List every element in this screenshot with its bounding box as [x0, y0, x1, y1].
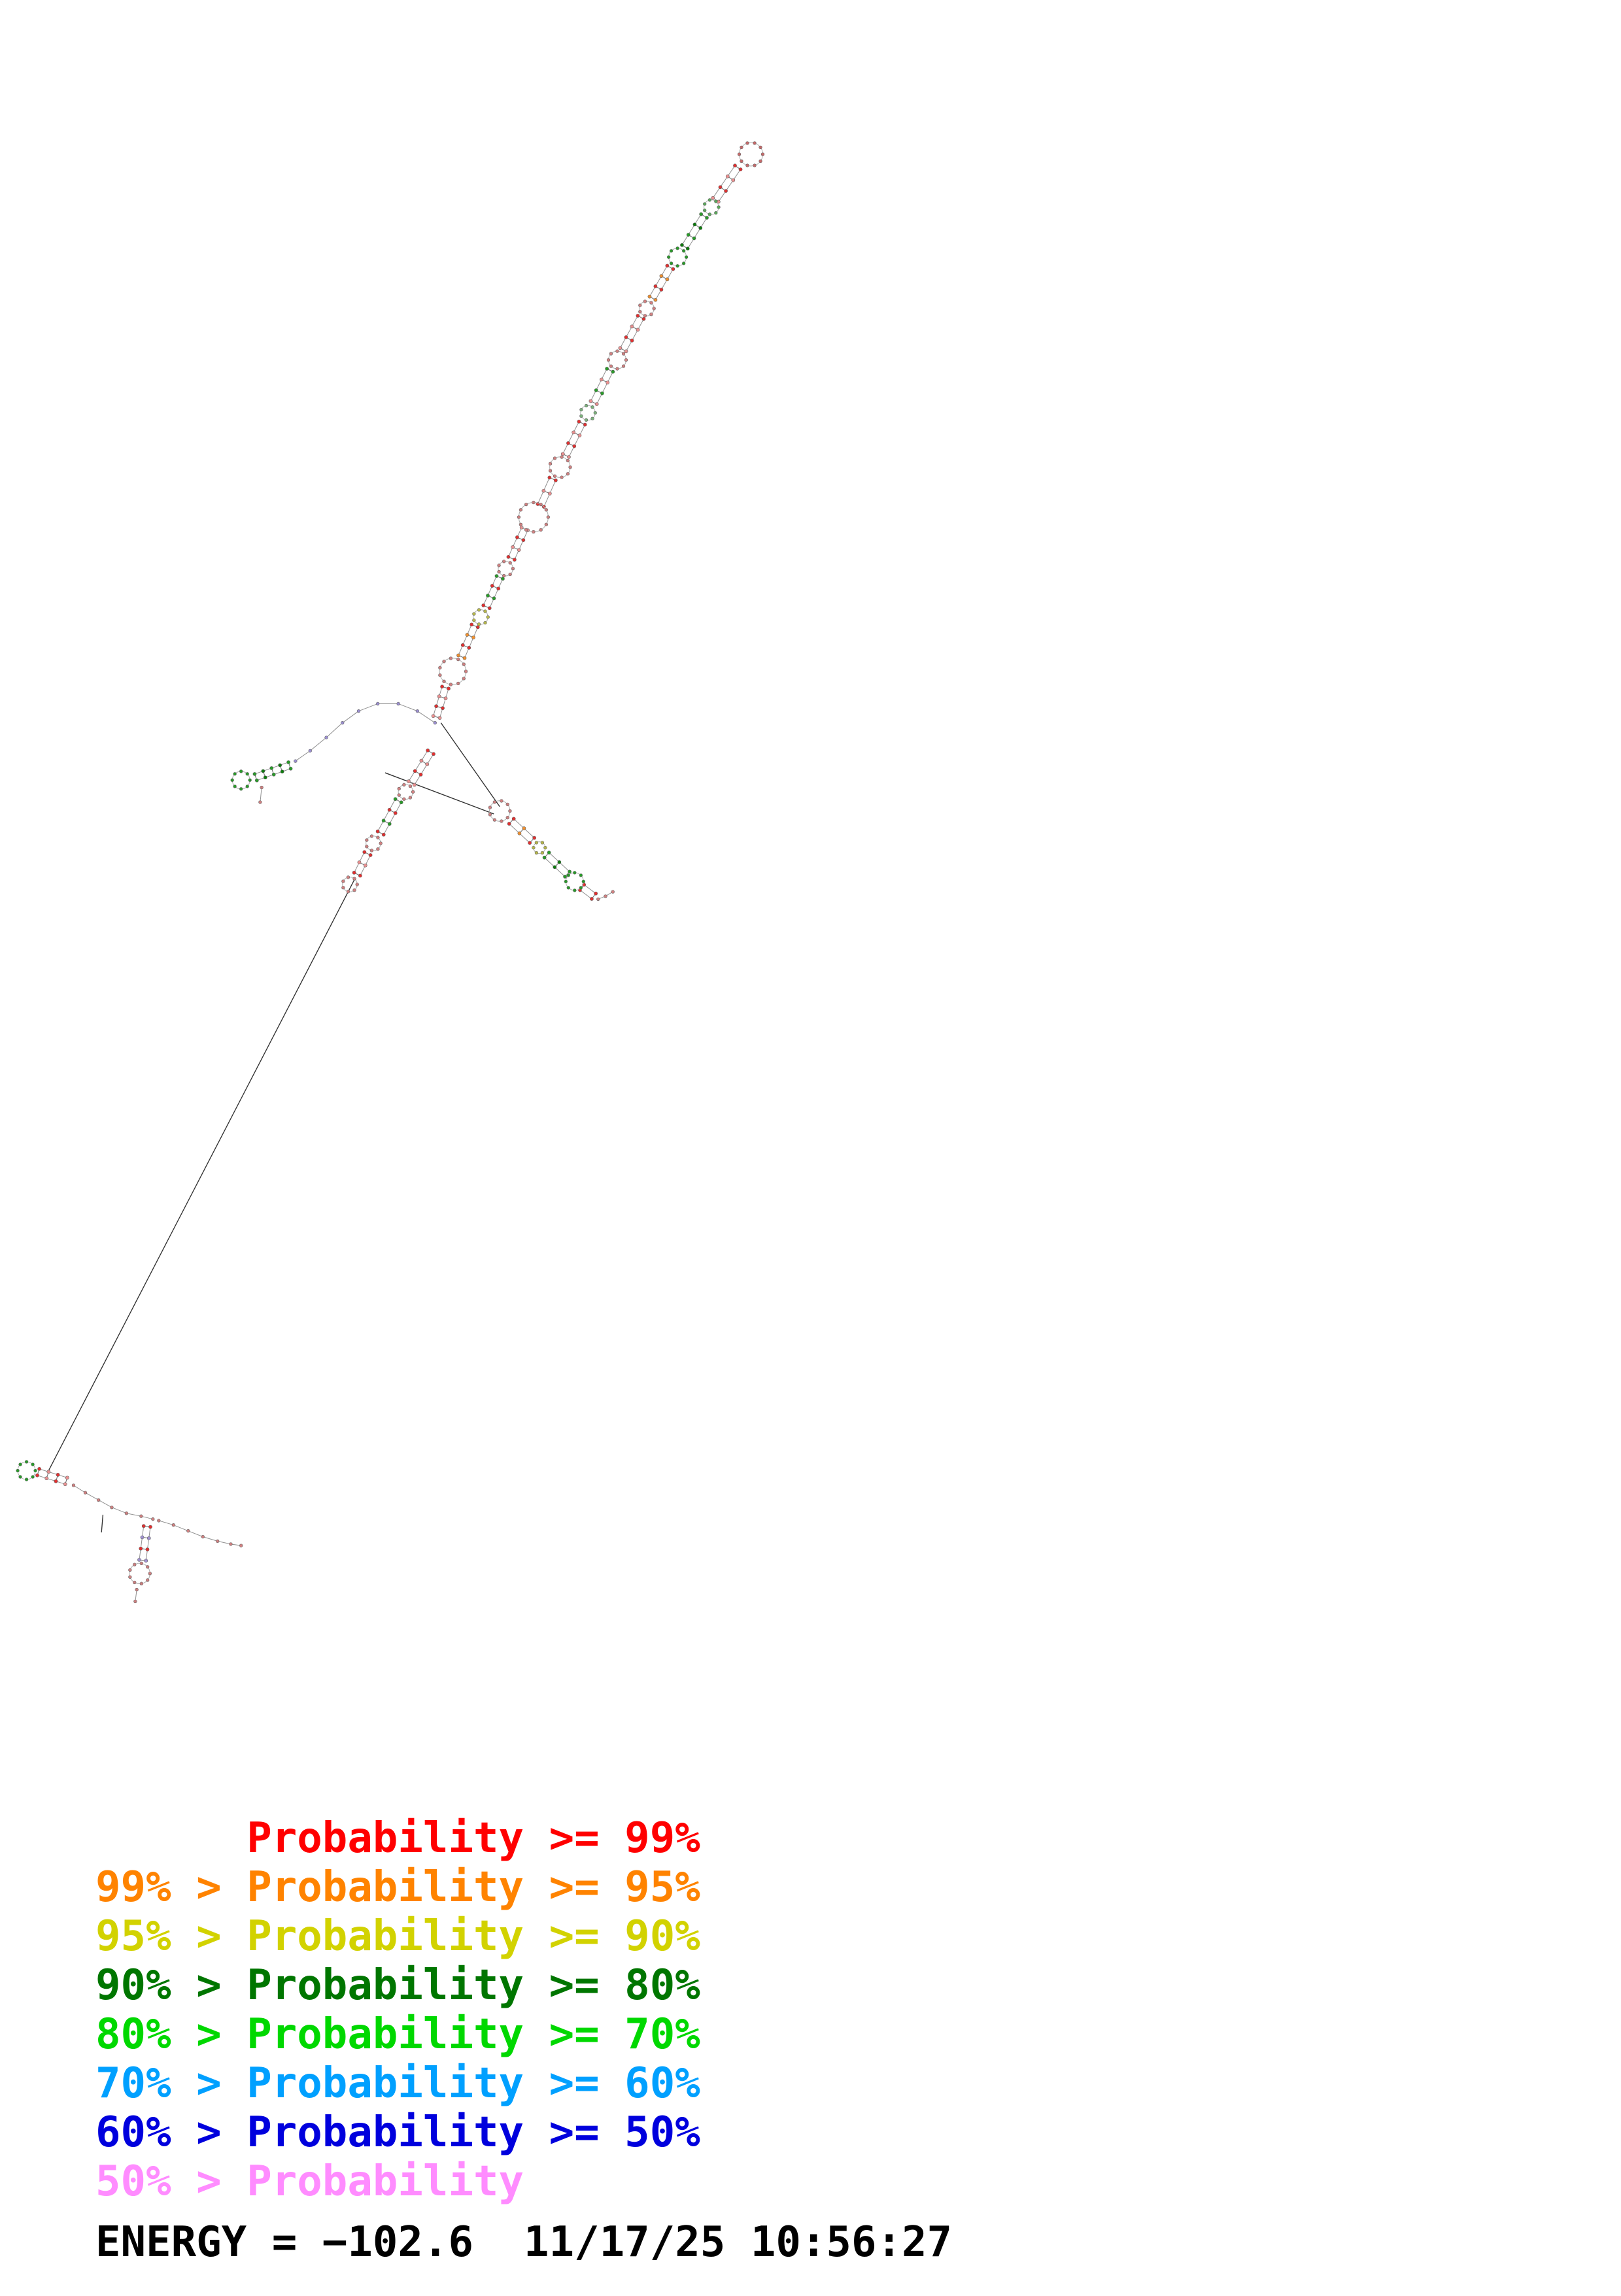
legend-item-50-60: 60% > Probability >= 50% [95, 2108, 700, 2157]
probability-legend: Probability >= 99% 99% > Probability >= … [95, 1814, 700, 2206]
legend-item-99: Probability >= 99% [95, 1814, 700, 1863]
legend-item-95-99: 99% > Probability >= 95% [95, 1863, 700, 1912]
energy-readout: ENERGY = −102.6 11/17/25 10:56:27 [95, 2218, 953, 2267]
legend-item-60-70: 70% > Probability >= 60% [95, 2059, 700, 2108]
legend-item-80-90: 90% > Probability >= 80% [95, 1961, 700, 2010]
legend-item-90-95: 95% > Probability >= 90% [95, 1912, 700, 1961]
legend-item-lt50: 50% > Probability [95, 2157, 524, 2206]
legend-item-70-80: 80% > Probability >= 70% [95, 2010, 700, 2059]
